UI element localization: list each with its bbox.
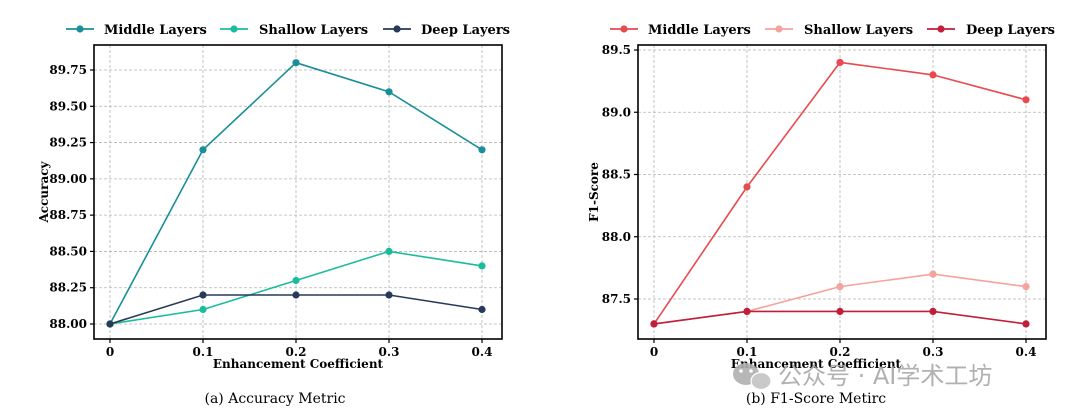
- legend-label-middle-layers: Middle Layers: [648, 23, 751, 38]
- chart-a: 0 0.1 0.2 0.3 0.4 88.00 88.25 88.50 88.75 89.00 89…: [37, 23, 510, 407]
- data-point-deep-layers: [292, 291, 300, 299]
- legend-label-middle-layers: Middle Layers: [104, 23, 207, 38]
- y-axis-label: Accuracy: [37, 160, 51, 223]
- y-tick-label: 88.25: [49, 281, 87, 295]
- legend-marker-middle-layers: [76, 25, 84, 33]
- x-tick-label: 0.4: [472, 345, 493, 359]
- y-tick-label: 89.5: [602, 43, 631, 57]
- data-point-deep-layers: [478, 305, 486, 314]
- x-tick-label: 0.2: [286, 345, 307, 359]
- plot-frame: [93, 44, 503, 340]
- x-tick-label: 0: [650, 345, 658, 359]
- y-tick-label: 88.75: [49, 208, 87, 222]
- data-point-shallow-layers: [385, 247, 393, 255]
- chart-caption: (b) F1-Score Metirc: [746, 391, 886, 407]
- chart-b: 0 0.1 0.2 0.3 0.4 87.5 88.0 88.5 89.0 89.5 Enhance…: [587, 23, 1055, 407]
- plot-frame: [637, 44, 1047, 340]
- legend-marker-shallow-layers: [230, 25, 238, 33]
- data-point-deep-layers: [106, 320, 114, 328]
- x-tick-label: 0.1: [193, 345, 214, 359]
- y-tick-label: 88.5: [602, 168, 631, 182]
- data-point-middle-layers: [743, 183, 751, 191]
- data-point-deep-layers: [743, 307, 751, 315]
- y-tick-label: 87.5: [602, 292, 631, 306]
- x-tick-label: 0.3: [379, 345, 400, 359]
- data-point-shallow-layers: [199, 305, 207, 314]
- data-point-deep-layers: [199, 291, 207, 299]
- data-point-middle-layers: [199, 146, 207, 154]
- x-axis-label: Enhancement Coefficient: [731, 357, 902, 371]
- x-tick-label: 0.2: [830, 345, 851, 359]
- y-tick-label: 89.00: [49, 172, 87, 186]
- x-axis-label: Enhancement Coefficient: [213, 357, 384, 371]
- legend-label-deep-layers: Deep Layers: [421, 23, 510, 38]
- legend-label-shallow-layers: Shallow Layers: [259, 23, 368, 38]
- wechat-logo-eye: [739, 369, 743, 373]
- wechat-logo-small-bubble: [750, 371, 772, 391]
- data-point-shallow-layers: [836, 283, 844, 291]
- legend-label-shallow-layers: Shallow Layers: [804, 23, 913, 38]
- y-tick-label: 89.75: [49, 63, 87, 77]
- data-point-deep-layers: [1022, 320, 1030, 328]
- data-point-middle-layers: [385, 88, 393, 96]
- data-point-deep-layers: [385, 291, 393, 299]
- data-point-middle-layers: [1022, 96, 1030, 104]
- x-tick-label: 0.4: [1016, 345, 1037, 359]
- legend-marker-deep-layers: [937, 25, 945, 33]
- y-tick-label: 89.50: [49, 99, 87, 113]
- y-tick-label: 88.00: [49, 317, 87, 331]
- wechat-logo-eye: [749, 369, 753, 373]
- y-tick-label: 89.0: [602, 105, 631, 119]
- y-tick-label: 88.50: [49, 244, 87, 258]
- legend-marker-middle-layers: [620, 25, 628, 33]
- data-point-deep-layers: [929, 307, 937, 315]
- data-point-shallow-layers: [478, 262, 486, 270]
- data-point-shallow-layers: [929, 270, 937, 278]
- y-tick-label: 88.0: [602, 230, 631, 244]
- data-point-deep-layers: [836, 307, 844, 315]
- data-point-middle-layers: [929, 71, 937, 79]
- data-point-shallow-layers: [292, 276, 300, 285]
- y-axis-label: F1-Score: [587, 162, 601, 222]
- legend-marker-deep-layers: [393, 25, 401, 33]
- watermark-text: 公众号 · AI学术工坊: [778, 362, 992, 390]
- data-point-middle-layers: [292, 59, 300, 67]
- legend-label-deep-layers: Deep Layers: [966, 23, 1055, 38]
- x-tick-label: 0.1: [737, 345, 758, 359]
- series-line-deep-layers: [109, 294, 483, 325]
- legend-marker-shallow-layers: [775, 25, 783, 33]
- y-tick-label: 89.25: [49, 136, 87, 150]
- x-tick-label: 0: [106, 345, 114, 359]
- data-point-deep-layers: [650, 320, 658, 328]
- chart-caption: (a) Accuracy Metric: [204, 391, 345, 407]
- watermark: 公众号 · AI学术工坊: [733, 362, 992, 391]
- data-point-shallow-layers: [1022, 283, 1030, 291]
- x-tick-label: 0.3: [923, 345, 944, 359]
- data-point-middle-layers: [836, 58, 844, 66]
- data-point-middle-layers: [478, 146, 486, 154]
